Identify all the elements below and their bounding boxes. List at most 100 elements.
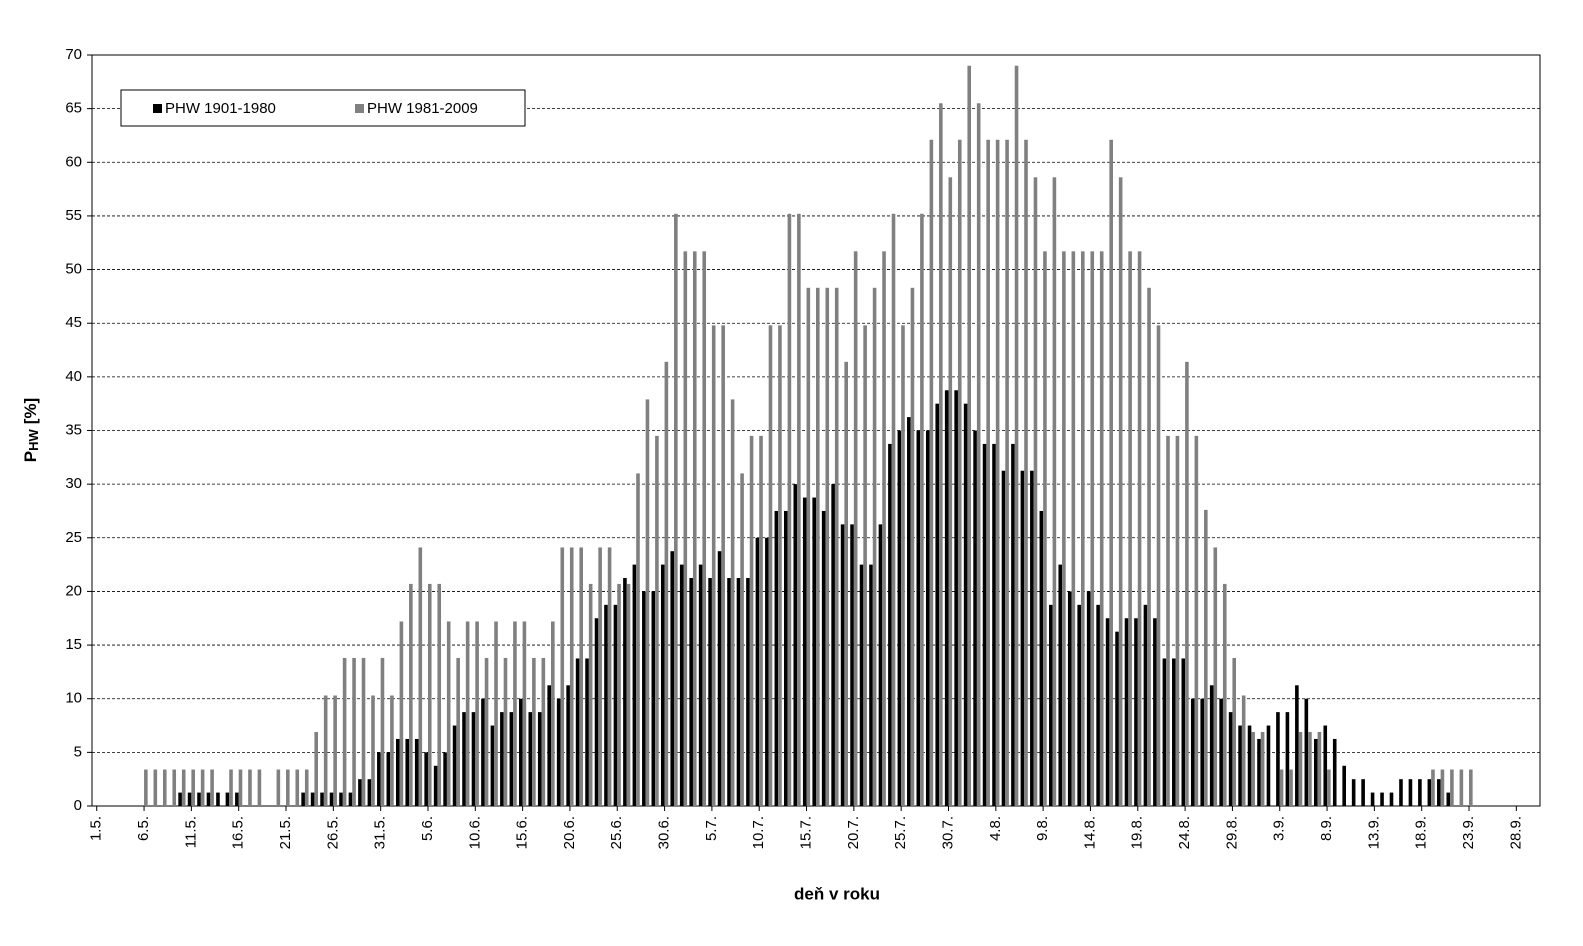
bar [1219, 698, 1223, 806]
x-tick-label: 1.5. [88, 816, 105, 841]
x-tick-label: 31.5. [372, 816, 389, 849]
bar [1289, 769, 1293, 806]
bar [1194, 435, 1199, 806]
bar [1128, 251, 1132, 806]
bar [607, 547, 612, 806]
bar [187, 792, 192, 806]
bar [821, 510, 826, 806]
bar [1213, 547, 1218, 806]
bar [939, 103, 943, 807]
bar [636, 473, 640, 806]
bar [702, 251, 707, 806]
bar [1190, 698, 1195, 806]
bar [850, 524, 854, 806]
bar [617, 583, 621, 806]
x-tick-label: 29.8. [1223, 816, 1240, 849]
bar [1096, 604, 1100, 806]
bar [1427, 779, 1432, 806]
bar [452, 725, 457, 806]
bar [304, 769, 309, 806]
bar [1033, 177, 1038, 806]
bar [759, 435, 763, 806]
bar [519, 698, 523, 806]
bar [664, 361, 669, 806]
bar [348, 792, 353, 806]
bar [390, 695, 394, 806]
bar [569, 547, 574, 806]
bar [405, 738, 410, 806]
bar [191, 769, 195, 806]
bar [1327, 769, 1331, 806]
bar [863, 325, 867, 806]
bar [797, 213, 801, 807]
bar [257, 769, 262, 806]
y-label-unit: [%] [21, 398, 40, 424]
x-tick-label: 30.7. [939, 816, 956, 849]
bar [446, 621, 451, 806]
bar [1143, 604, 1148, 806]
bar [462, 712, 466, 806]
bar [774, 510, 779, 806]
legend-swatch [153, 104, 162, 113]
bar [1080, 251, 1085, 806]
bar [1285, 712, 1290, 806]
bar [1118, 177, 1123, 806]
bar [144, 769, 148, 806]
bar [1181, 658, 1186, 806]
bar [301, 792, 305, 806]
y-tick-label: 60 [65, 153, 82, 170]
y-tick-label: 70 [65, 46, 82, 63]
bar [484, 657, 489, 806]
bar [323, 695, 328, 806]
bar [1317, 731, 1322, 806]
bar [216, 792, 220, 806]
bar [1323, 725, 1328, 806]
bar [1266, 725, 1271, 806]
bar [1469, 769, 1473, 806]
bar [645, 399, 650, 806]
bar [329, 792, 334, 806]
bar [528, 712, 533, 806]
x-tick-label: 28.9. [1507, 816, 1524, 849]
bar [1185, 361, 1189, 806]
y-tick-label: 50 [65, 261, 82, 278]
bar [765, 537, 769, 806]
bar [698, 564, 703, 806]
bar [1238, 725, 1242, 806]
bar [1030, 470, 1034, 806]
bar [689, 578, 693, 806]
bar [1134, 618, 1138, 806]
bar [1024, 139, 1028, 806]
bar [740, 473, 744, 806]
bar [1067, 591, 1072, 806]
bar [626, 583, 631, 806]
x-tick-label: 19.8. [1129, 816, 1146, 849]
bar [1172, 658, 1176, 806]
bar [749, 435, 754, 806]
bar [1058, 564, 1063, 806]
bar [1153, 618, 1157, 806]
bar [386, 752, 391, 806]
bar [1039, 510, 1044, 806]
bar [522, 621, 527, 806]
bar [1251, 731, 1255, 806]
bar [793, 484, 798, 806]
x-tick-label: 25.7. [892, 816, 909, 849]
bar [456, 657, 460, 806]
bar [840, 524, 845, 806]
x-tick-label: 10.6. [466, 816, 483, 849]
y-tick-label: 15 [65, 636, 82, 653]
x-tick-label: 26.5. [324, 816, 341, 849]
bar [490, 725, 495, 806]
bar [642, 591, 646, 806]
bar [481, 698, 485, 806]
x-tick-label: 16.5. [230, 816, 247, 849]
bar [1124, 618, 1129, 806]
bar [888, 443, 892, 806]
x-tick-label: 6.5. [135, 816, 152, 841]
bar [1014, 65, 1019, 806]
bar [1090, 251, 1095, 806]
bar [276, 769, 281, 806]
x-tick-label: 24.8. [1176, 816, 1193, 849]
